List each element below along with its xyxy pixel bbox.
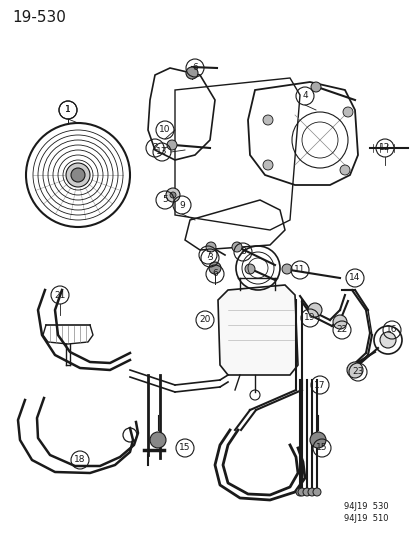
Text: 18: 18	[74, 456, 85, 464]
Text: 11: 11	[294, 265, 305, 274]
Circle shape	[310, 82, 320, 92]
Circle shape	[206, 242, 216, 252]
Circle shape	[295, 488, 303, 496]
Text: 94J19  530: 94J19 530	[343, 502, 388, 511]
Text: 14: 14	[349, 273, 360, 282]
Circle shape	[262, 115, 272, 125]
Text: 2: 2	[152, 143, 157, 152]
Circle shape	[244, 264, 254, 274]
Circle shape	[346, 362, 362, 378]
Circle shape	[297, 488, 305, 496]
Text: 22: 22	[335, 326, 347, 335]
Circle shape	[379, 332, 395, 348]
Text: 6: 6	[211, 270, 217, 279]
Circle shape	[281, 264, 291, 274]
Text: 4: 4	[301, 92, 307, 101]
Text: 23: 23	[351, 367, 363, 376]
Text: 15: 15	[179, 443, 190, 453]
Circle shape	[309, 432, 325, 448]
Text: 21: 21	[54, 290, 66, 300]
Polygon shape	[218, 285, 297, 375]
Text: 15: 15	[316, 443, 327, 453]
Text: 1: 1	[65, 106, 71, 115]
Text: 94J19  510: 94J19 510	[343, 514, 387, 523]
Circle shape	[342, 107, 352, 117]
Text: 3: 3	[206, 254, 212, 262]
Text: 5: 5	[162, 196, 167, 205]
Text: 6: 6	[192, 63, 197, 72]
Text: 9: 9	[179, 200, 185, 209]
Circle shape	[170, 192, 176, 198]
Text: 1: 1	[65, 106, 71, 115]
Circle shape	[66, 163, 90, 187]
Text: 7: 7	[204, 251, 210, 260]
Text: 8: 8	[240, 247, 245, 256]
Circle shape	[302, 488, 310, 496]
Text: 19-530: 19-530	[12, 10, 66, 25]
Circle shape	[209, 262, 221, 274]
Circle shape	[307, 488, 315, 496]
Circle shape	[307, 303, 321, 317]
Text: 19: 19	[304, 313, 315, 322]
Text: 17: 17	[313, 381, 325, 390]
Circle shape	[166, 188, 180, 202]
Circle shape	[166, 140, 177, 150]
Circle shape	[339, 165, 349, 175]
Circle shape	[185, 67, 197, 79]
Text: 16: 16	[385, 326, 397, 335]
Circle shape	[150, 432, 166, 448]
Text: 20: 20	[199, 316, 210, 325]
Circle shape	[71, 168, 85, 182]
Text: 13: 13	[156, 148, 167, 157]
Circle shape	[231, 242, 242, 252]
Circle shape	[262, 160, 272, 170]
Circle shape	[332, 315, 346, 329]
Text: 10: 10	[159, 125, 170, 134]
Circle shape	[312, 488, 320, 496]
Text: 12: 12	[378, 143, 390, 152]
